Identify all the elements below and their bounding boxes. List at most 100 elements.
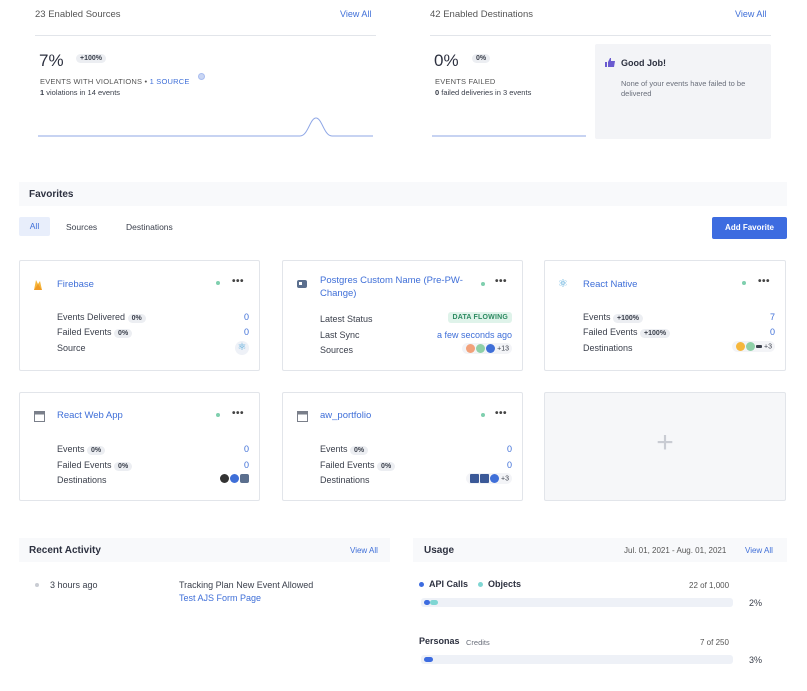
card-row: Destinations +3	[320, 473, 512, 489]
sources-sparkline	[38, 117, 373, 137]
card-row: Latest Status DATA FLOWING	[320, 312, 512, 328]
destination-icon	[490, 474, 500, 483]
sources-change-badge: +100%	[76, 54, 106, 63]
usage-date-range: Jul. 01, 2021 - Aug. 01, 2021	[624, 546, 727, 555]
events-delivered-value[interactable]: 0	[243, 312, 249, 322]
card-title[interactable]: React Native	[583, 279, 638, 290]
recent-activity-view-all-link[interactable]: View All	[350, 546, 378, 555]
last-sync-value[interactable]: a few seconds ago	[436, 330, 512, 340]
react-icon: ⚛	[558, 278, 568, 290]
sources-heading: 23 Enabled Sources	[35, 9, 121, 20]
card-menu-button[interactable]: •••	[232, 276, 245, 287]
destinations-icon-stack	[219, 473, 249, 484]
divider	[430, 35, 771, 36]
card-row: Sources +13	[320, 343, 512, 359]
favorite-card-postgres[interactable]: Postgres Custom Name (Pre-PW-Change) •••…	[282, 260, 523, 371]
failed-detail: 0 failed deliveries in 3 events	[435, 88, 532, 97]
sources-view-all-link[interactable]: View All	[340, 9, 372, 19]
good-job-panel: Good Job! None of your events have faile…	[595, 44, 771, 139]
card-menu-button[interactable]: •••	[758, 276, 771, 287]
card-row: Events +100% 7	[583, 312, 775, 323]
legend-dot-api	[419, 582, 424, 587]
source-icon	[466, 344, 476, 353]
favorites-title: Favorites	[29, 189, 74, 200]
card-menu-button[interactable]: •••	[232, 408, 245, 419]
destinations-view-all-link[interactable]: View All	[735, 9, 767, 19]
personas-label: Personas	[419, 636, 460, 646]
objects-usage-fill	[430, 600, 438, 605]
card-title[interactable]: aw_portfolio	[320, 410, 372, 421]
failed-events-value[interactable]: 0	[769, 327, 775, 337]
tab-all[interactable]: All	[19, 217, 50, 236]
personas-usage-bar	[421, 655, 733, 664]
personas-percent: 3%	[749, 655, 763, 665]
api-calls-label: API Calls	[429, 579, 469, 589]
sources-percent: 7%	[39, 51, 64, 70]
source-icon	[486, 344, 496, 353]
status-dot	[216, 281, 220, 285]
favorite-card-firebase[interactable]: Firebase ••• Events Delivered 0% 0 Faile…	[19, 260, 260, 371]
card-title[interactable]: React Web App	[57, 410, 123, 421]
personas-sub-label: Credits	[466, 638, 490, 647]
api-percent: 2%	[749, 598, 763, 608]
react-icon: ⚛	[235, 341, 249, 355]
card-row: Source ⚛	[57, 341, 249, 357]
card-title[interactable]: Firebase	[57, 279, 94, 290]
destinations-heading: 42 Enabled Destinations	[430, 9, 533, 20]
add-favorite-button[interactable]: Add Favorite	[712, 217, 787, 239]
chart-point-marker	[198, 73, 205, 80]
events-failed-label: EVENTS FAILED	[435, 77, 496, 86]
destination-icon	[230, 474, 239, 484]
destination-icon	[220, 474, 229, 484]
recent-activity-title: Recent Activity	[29, 545, 101, 556]
favorite-card-react-native[interactable]: ⚛ React Native ••• Events +100% 7 Failed…	[544, 260, 786, 371]
usage-view-all-link[interactable]: View All	[745, 546, 773, 555]
usage-title: Usage	[424, 545, 455, 556]
facebook-icon	[480, 474, 490, 483]
good-job-title: Good Job!	[621, 58, 666, 68]
window-icon	[297, 411, 308, 422]
favorite-card-react-web-app[interactable]: React Web App ••• Events 0% 0 Failed Eve…	[19, 392, 260, 501]
destination-icon	[756, 345, 763, 348]
activity-link[interactable]: Test AJS Form Page	[179, 593, 262, 603]
recent-activity-header: Recent Activity View All	[19, 538, 390, 562]
card-menu-button[interactable]: •••	[495, 276, 508, 287]
status-dot	[481, 282, 485, 286]
card-row: Failed Events 0% 0	[57, 327, 249, 338]
destinations-icon-stack: +3	[466, 473, 512, 484]
tab-destinations[interactable]: Destinations	[126, 222, 173, 232]
failed-events-value[interactable]: 0	[506, 460, 512, 470]
add-favorite-card[interactable]: +	[544, 392, 786, 501]
violations-label: EVENTS WITH VIOLATIONS • 1 SOURCE	[40, 77, 190, 86]
thumbs-up-icon	[605, 58, 615, 67]
destinations-percent: 0%	[434, 51, 459, 70]
card-row: Failed Events +100% 0	[583, 327, 775, 338]
status-dot	[481, 413, 485, 417]
status-dot	[742, 281, 746, 285]
events-value[interactable]: 0	[506, 444, 512, 454]
destinations-icon-stack: +3	[732, 341, 775, 352]
activity-time: 3 hours ago	[50, 580, 98, 590]
window-icon	[34, 411, 45, 422]
card-row: Failed Events 0% 0	[320, 460, 512, 471]
timeline-dot	[35, 583, 39, 587]
card-row: Destinations	[57, 473, 249, 489]
card-title[interactable]: Postgres Custom Name (Pre-PW-Change)	[320, 275, 463, 299]
tab-sources[interactable]: Sources	[66, 222, 98, 232]
card-menu-button[interactable]: •••	[495, 408, 508, 419]
favorite-card-aw-portfolio[interactable]: aw_portfolio ••• Events 0% 0 Failed Even…	[282, 392, 523, 501]
divider	[35, 35, 376, 36]
destinations-change-badge: 0%	[472, 54, 491, 63]
violations-source-link[interactable]: 1 SOURCE	[149, 77, 190, 86]
status-dot	[216, 413, 220, 417]
failed-events-value[interactable]: 0	[243, 460, 249, 470]
personas-count: 7 of 250	[700, 638, 729, 647]
sources-icon-stack: +13	[462, 343, 512, 354]
destinations-sparkline	[432, 135, 586, 137]
events-value[interactable]: 7	[769, 312, 775, 322]
card-row: Failed Events 0% 0	[57, 460, 249, 471]
events-value[interactable]: 0	[243, 444, 249, 454]
firebase-icon	[34, 280, 42, 290]
failed-events-value[interactable]: 0	[243, 327, 249, 337]
usage-header: Usage Jul. 01, 2021 - Aug. 01, 2021 View…	[413, 538, 787, 562]
